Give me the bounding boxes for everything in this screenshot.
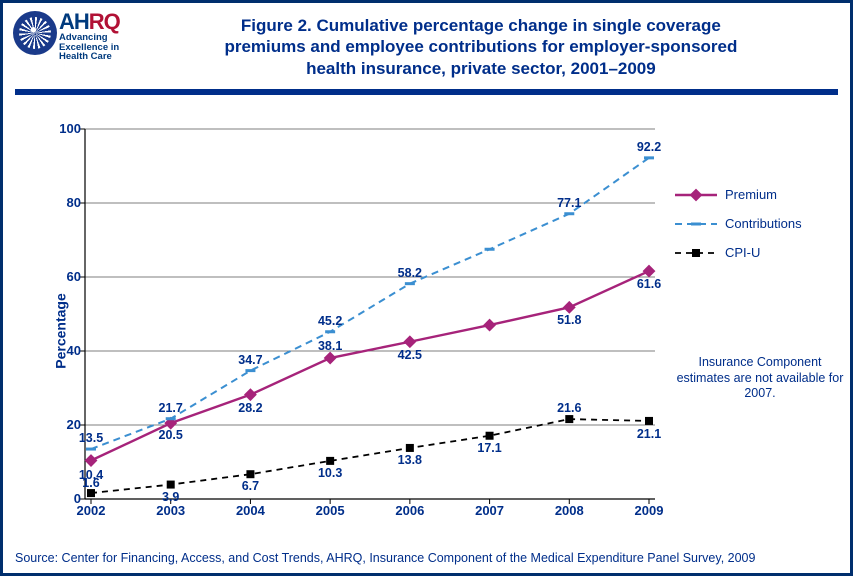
legend-swatch-icon [675,188,717,202]
figure-title: Figure 2. Cumulative percentage change i… [132,11,830,79]
ahrq-wordmark: AHRQ [59,11,120,33]
chart-area: Percentage 02040608010020022003200420052… [15,123,838,539]
y-tick-label: 100 [41,121,81,136]
y-tick-label: 20 [41,417,81,432]
legend-label: Premium [725,187,777,202]
legend-item-cpiu: CPI-U [675,245,802,260]
x-tick-label: 2004 [220,503,280,518]
y-tick-label: 80 [41,195,81,210]
x-tick-label: 2006 [380,503,440,518]
x-tick-label: 2005 [300,503,360,518]
legend-swatch-icon [675,217,717,231]
plot-svg [85,129,655,499]
legend: Premium Contributions CPI-U [675,187,802,260]
legend-item-premium: Premium [675,187,802,202]
y-tick-label: 60 [41,269,81,284]
legend-label: CPI-U [725,245,760,260]
title-line-1: Figure 2. Cumulative percentage change i… [132,15,830,36]
x-tick-label: 2008 [539,503,599,518]
ahrq-tagline-3: Health Care [59,52,120,62]
legend-item-contributions: Contributions [675,216,802,231]
hhs-seal-icon [13,11,57,55]
x-tick-label: 2003 [141,503,201,518]
logo-block: AHRQ Advancing Excellence in Health Care [13,11,120,62]
legend-label: Contributions [725,216,802,231]
legend-swatch-icon [675,246,717,260]
plot-region [85,129,655,499]
y-tick-label: 40 [41,343,81,358]
source-citation: Source: Center for Financing, Access, an… [15,551,755,565]
x-tick-label: 2007 [460,503,520,518]
availability-note: Insurance Component estimates are not av… [675,355,845,402]
title-line-2: premiums and employee contributions for … [132,36,830,57]
figure-frame: AHRQ Advancing Excellence in Health Care… [0,0,853,576]
x-tick-label: 2009 [619,503,679,518]
header-divider [15,89,838,95]
x-tick-label: 2002 [61,503,121,518]
header: AHRQ Advancing Excellence in Health Care… [3,3,850,79]
ahrq-logo: AHRQ Advancing Excellence in Health Care [59,11,120,62]
title-line-3: health insurance, private sector, 2001–2… [132,58,830,79]
